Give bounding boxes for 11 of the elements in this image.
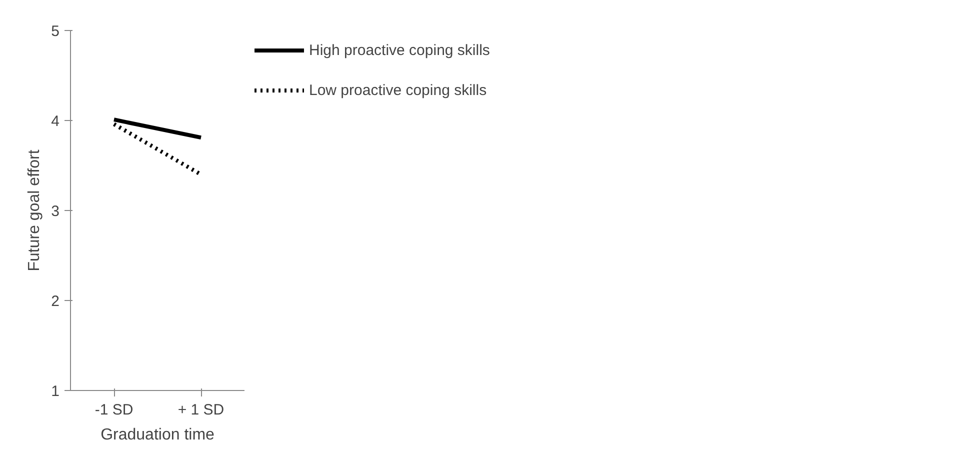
y-tick-label: 2 [51,293,60,310]
x-tick-label: + 1 SD [178,402,224,418]
legend-label: Low proactive coping skills [309,82,487,98]
y-tick-label: 3 [51,203,60,220]
y-tick-label: 1 [51,383,60,400]
y-tick-label: 5 [51,23,60,40]
x-tick-label: -1 SD [94,402,134,418]
y-axis-title: Future goal effort [26,149,44,272]
legend-label: High proactive coping skills [309,42,490,58]
y-tick-label: 4 [51,113,60,130]
x-axis-title: Graduation time [100,426,215,444]
